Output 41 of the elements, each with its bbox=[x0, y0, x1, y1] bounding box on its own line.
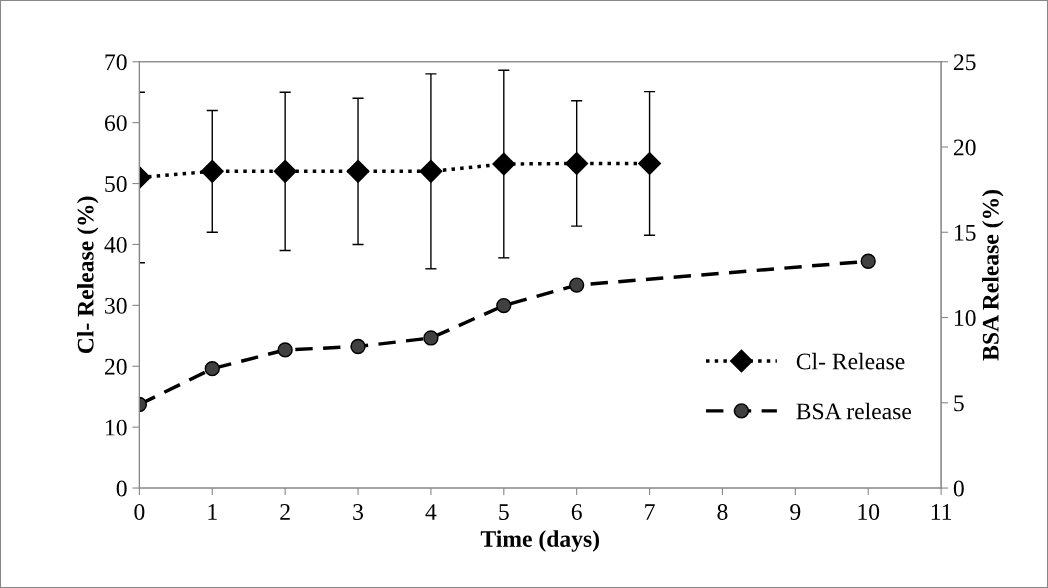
y2-tick-label: 25 bbox=[953, 54, 976, 71]
y-axis-title: Cl- Release (%) bbox=[77, 196, 99, 354]
y-tick-label: 70 bbox=[105, 54, 127, 71]
x-tick-label: 9 bbox=[790, 504, 801, 520]
point bbox=[423, 330, 439, 346]
y-tick-label: 60 bbox=[104, 115, 127, 132]
y2-axis-title: BSA Release (%) bbox=[982, 190, 1004, 361]
x-tick-label: 0 bbox=[134, 504, 145, 520]
y2-tick-label: 5 bbox=[954, 395, 964, 412]
point bbox=[277, 342, 293, 358]
point bbox=[204, 361, 220, 377]
y2-tick-label: 0 bbox=[953, 480, 964, 497]
x-tick-label: 4 bbox=[425, 504, 437, 520]
x-tick-label: 10 bbox=[858, 504, 880, 520]
legend-label: Cl- Release bbox=[796, 352, 905, 370]
y2-tick-label: 10 bbox=[954, 310, 976, 326]
x-tick-label: 8 bbox=[717, 504, 728, 520]
x-axis-title: Time (days) bbox=[480, 530, 600, 552]
point bbox=[200, 159, 224, 183]
point bbox=[569, 277, 585, 293]
point bbox=[565, 151, 589, 175]
point bbox=[350, 338, 366, 355]
x-tick-label: 7 bbox=[645, 504, 655, 520]
y2-tick-label: 20 bbox=[953, 139, 976, 156]
x-tick-label: 5 bbox=[499, 504, 509, 520]
point bbox=[860, 253, 876, 269]
x-tick-label: 1 bbox=[208, 504, 217, 520]
y2-tick-label: 15 bbox=[954, 224, 976, 241]
point bbox=[496, 297, 512, 314]
y-tick-label: 0 bbox=[116, 480, 127, 497]
y-tick-label: 10 bbox=[106, 419, 127, 436]
x-tick-label: 3 bbox=[353, 504, 364, 520]
y-tick-label: 20 bbox=[105, 358, 127, 375]
legend-label: BSA release bbox=[796, 402, 912, 420]
x-tick-label: 6 bbox=[571, 504, 582, 520]
y-tick-label: 50 bbox=[105, 176, 127, 192]
x-tick-label: 2 bbox=[280, 504, 290, 520]
x-tick-label: 11 bbox=[931, 504, 952, 520]
point bbox=[492, 152, 516, 176]
y-tick-label: 40 bbox=[104, 236, 127, 253]
y-tick-label: 30 bbox=[105, 297, 127, 314]
